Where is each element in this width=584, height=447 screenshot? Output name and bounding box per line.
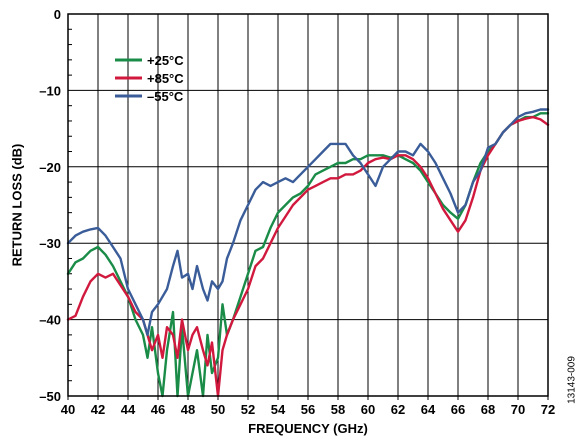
y-tick-label: –30 <box>39 236 61 251</box>
series-line-2 <box>66 115 550 398</box>
series-line-1 <box>66 112 550 398</box>
x-tick-label: 58 <box>331 402 345 417</box>
y-tick-label: –20 <box>39 160 61 175</box>
x-tick-label: 48 <box>181 402 195 417</box>
x-tick-label: 50 <box>211 402 225 417</box>
legend: +25°C +85°C –55°C <box>115 53 184 104</box>
x-tick-label: 60 <box>361 402 375 417</box>
grid <box>67 13 549 400</box>
x-tick-label: 70 <box>511 402 525 417</box>
x-tick-label: 40 <box>61 402 75 417</box>
x-tick-labels: 40 42 44 46 48 50 52 54 56 58 60 62 64 66 68 70 72 <box>61 402 555 417</box>
x-tick-label: 64 <box>421 402 436 417</box>
x-axis-title: FREQUENCY (GHz) <box>248 421 368 436</box>
x-tick-label: 52 <box>241 402 255 417</box>
legend-label: +85°C <box>147 71 184 86</box>
y-axis-title: RETURN LOSS (dB) <box>9 144 24 267</box>
legend-label: +25°C <box>147 53 184 68</box>
series-line-3 <box>66 108 550 337</box>
x-tick-label: 56 <box>301 402 315 417</box>
figure-id: 13143-009 <box>567 356 578 404</box>
x-tick-label: 68 <box>481 402 495 417</box>
legend-label: –55°C <box>147 89 184 104</box>
x-tick-label: 42 <box>91 402 105 417</box>
y-tick-label: 0 <box>54 7 61 22</box>
y-tick-label: –10 <box>39 83 61 98</box>
x-tick-label: 66 <box>451 402 465 417</box>
series-lines <box>66 108 550 398</box>
y-tick-labels: 0 –10 –20 –30 –40 –50 <box>39 7 61 404</box>
y-tick-label: –40 <box>39 313 61 328</box>
x-tick-label: 72 <box>541 402 555 417</box>
y-tick-label: –50 <box>39 389 61 404</box>
x-tick-label: 62 <box>391 402 405 417</box>
plot-frame <box>67 13 549 397</box>
x-tick-label: 46 <box>151 402 165 417</box>
x-tick-label: 44 <box>121 402 136 417</box>
x-tick-label: 54 <box>271 402 286 417</box>
